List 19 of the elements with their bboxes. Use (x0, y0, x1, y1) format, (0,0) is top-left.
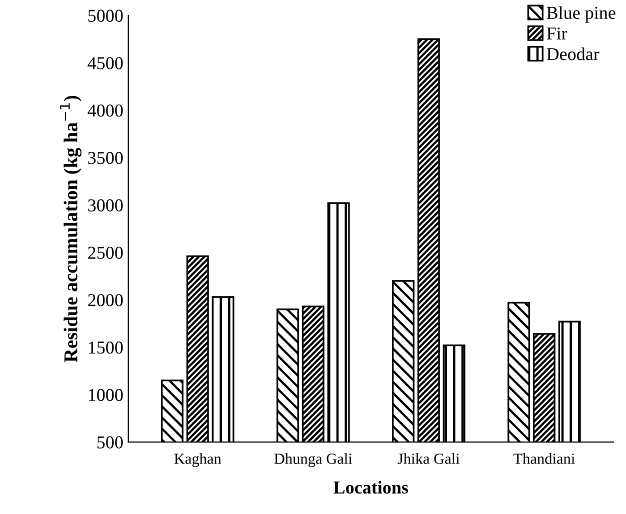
y-tick-label: 4500 (88, 57, 123, 70)
x-tick-label: Kaghan (174, 453, 222, 468)
y-tick-label: 500 (97, 436, 123, 448)
y-tick-label: 1500 (88, 341, 123, 354)
y-tick-label: 1000 (88, 388, 123, 402)
y-tick-label: 3000 (88, 199, 123, 212)
legend-label: Fir (546, 27, 568, 40)
legend-label: Blue pine (546, 6, 616, 23)
x-axis-title: Locations (334, 480, 408, 494)
y-axis-title: Residue accumulation (kg ha$^{−1}$) (60, 96, 82, 362)
y-tick-label: 2500 (88, 246, 123, 259)
y-tick-label: 4000 (88, 104, 123, 117)
y-tick-label: 2000 (88, 294, 123, 306)
x-tick-label: Thandiani (513, 453, 575, 464)
y-tick-label: 5000 (88, 10, 123, 22)
x-tick-label: Jhika Gali (398, 453, 460, 464)
legend-label: Deodar (546, 48, 600, 60)
y-tick-label: 3500 (88, 152, 123, 164)
x-tick-label: Dhunga Gali (274, 453, 352, 468)
